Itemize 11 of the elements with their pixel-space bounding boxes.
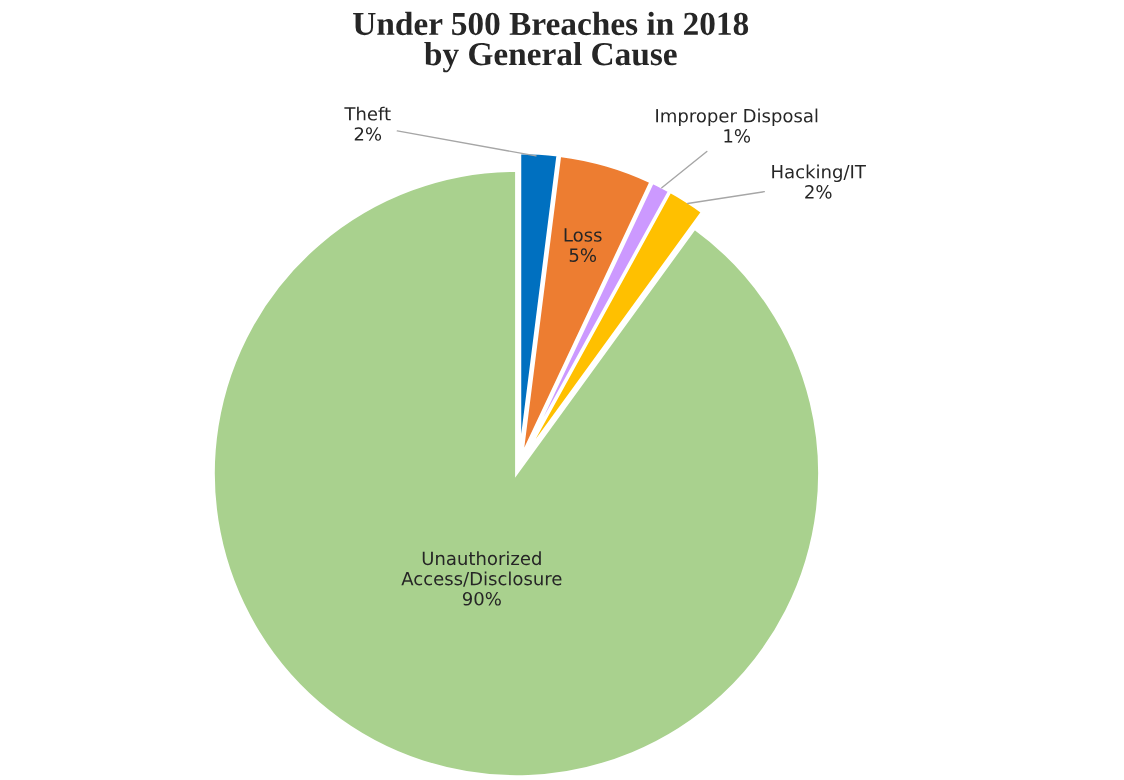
data-label: 90% — [462, 591, 501, 606]
slice-label: Improper Disposal — [656, 108, 818, 127]
slice-label: Unauthorized Access/Disclosure — [401, 551, 562, 587]
slice-label: Hacking/IT — [772, 164, 866, 183]
slice-label: Theft — [344, 106, 391, 121]
data-label: 2% — [354, 127, 382, 141]
data-label: 1% — [724, 129, 751, 143]
chart-title: Under 500 Breaches in 2018 by General Cause — [353, 11, 749, 73]
data-label: 5% — [569, 248, 597, 262]
data-label: 2% — [805, 185, 832, 199]
slice-label: Loss — [564, 228, 602, 242]
